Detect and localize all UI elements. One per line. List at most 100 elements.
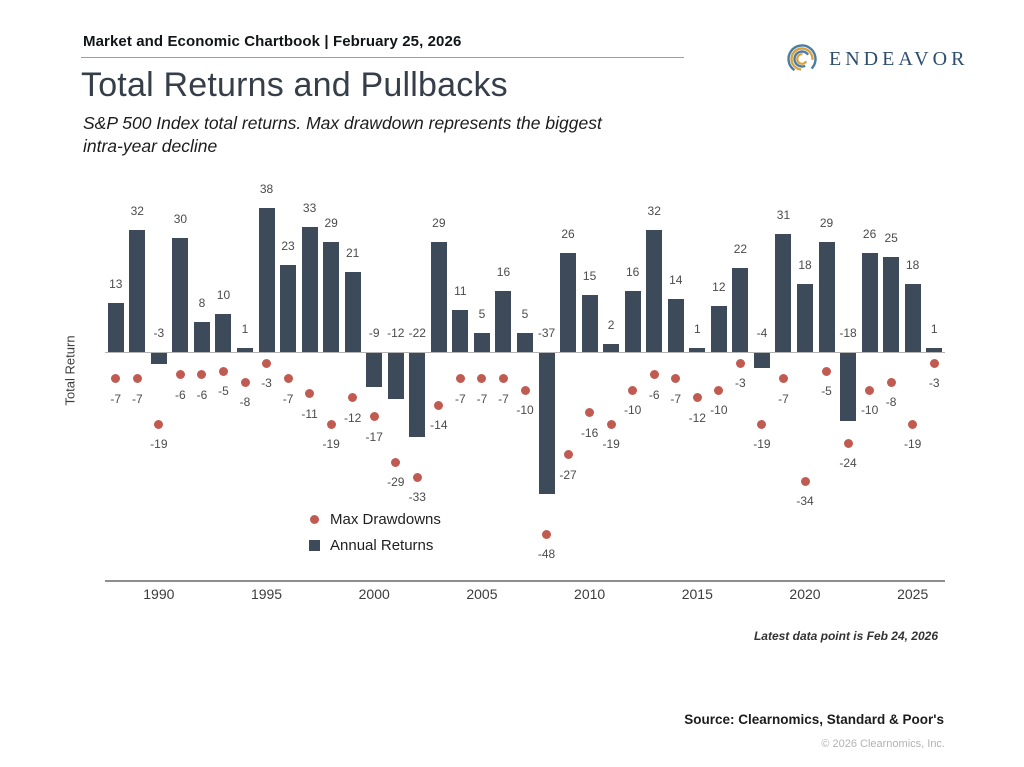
max-drawdown-point [628,385,638,395]
drawdown-value-label: -3 [735,376,746,391]
max-drawdown-point [197,370,207,380]
max-drawdown-point [154,419,164,429]
max-drawdown-point [412,472,422,482]
annual-return-bar [237,348,253,352]
drawdown-value-label: -7 [498,391,509,406]
annual-return-bar [366,353,383,388]
bar-value-label: -12 [387,326,405,340]
max-drawdown-point [434,400,444,410]
annual-return-bar [452,310,469,352]
annual-return-bar [301,226,318,352]
max-drawdown-point [477,374,487,384]
bar-value-label: 16 [626,265,640,280]
bar-value-label: 10 [216,288,231,302]
drawdown-value-label: -12 [688,410,706,425]
max-drawdown-point [908,419,918,429]
max-drawdown-point [822,366,832,376]
drawdown-value-label: -8 [885,395,897,410]
annual-return-bar [667,298,684,352]
annual-return-bar [775,234,792,352]
chartbook-header: Market and Economic Chartbook | February… [83,33,462,50]
drawdown-value-label: -7 [110,391,122,406]
annual-return-bar [473,333,490,352]
annual-return-bar [150,353,167,365]
annual-return-bar [344,272,361,352]
max-drawdown-point [843,438,853,448]
max-drawdown-point [283,374,293,384]
max-drawdown-point [585,408,595,418]
bar-value-label: -37 [537,326,556,340]
bar-value-label: 33 [302,200,317,215]
drawdown-value-label: -5 [218,384,229,398]
x-axis-tick-label: 1990 [143,586,175,602]
drawdown-value-label: -24 [839,456,857,471]
annual-return-bar [861,253,878,352]
max-drawdown-point [671,374,681,384]
max-drawdown-point [714,385,724,395]
drawdown-value-label: -7 [476,391,488,406]
drawdown-value-label: -12 [344,410,362,425]
annual-return-bar [215,314,232,352]
bar-value-label: 12 [712,280,726,295]
bar-value-label: 32 [130,204,144,219]
bar-value-label: 15 [582,269,597,283]
annual-return-bar [710,306,727,352]
bar-value-label: -22 [408,326,426,340]
bar-value-label: 29 [432,215,446,230]
max-drawdown-point [778,374,788,384]
bar-value-label: 26 [561,227,575,242]
max-drawdown-point [498,374,508,384]
annual-return-bar [624,291,641,352]
drawdown-value-label: -3 [928,376,940,391]
max-drawdown-point [369,412,379,422]
x-axis-tick-label: 2020 [789,586,821,602]
annual-return-bar [646,230,663,352]
source-note: Source: Clearnomics, Standard & Poor's [684,712,944,727]
annual-return-bar [797,283,813,352]
x-axis-tick-label: 2010 [574,586,606,602]
bar-value-label: 11 [454,284,467,299]
annual-return-bar [904,283,921,352]
annual-return-bar [517,333,533,352]
page-subtitle: S&P 500 Index total returns. Max drawdow… [83,113,602,157]
drawdown-value-label: -7 [455,391,466,406]
x-axis-tick-label: 2005 [466,586,498,602]
endeavor-logo: ENDEAVOR [784,41,968,77]
legend-item-annual-returns: Annual Returns [308,535,441,556]
annual-return-bar [603,344,620,352]
max-drawdown-point [542,529,552,539]
annual-return-bar [107,302,124,352]
drawdown-value-label: -17 [365,429,383,444]
bar-value-label: 26 [862,227,877,242]
bar-value-label: 18 [798,257,812,272]
bar-value-label: 21 [346,246,360,261]
drawdown-value-label: -10 [516,403,534,417]
annual-return-bar [560,253,577,352]
x-axis-tick-label: 2015 [681,586,713,602]
drawdown-value-label: -7 [131,391,143,406]
drawdown-value-label: -7 [670,391,682,406]
annual-return-bar [495,291,512,352]
annual-return-bar [818,241,835,352]
max-drawdown-point [132,374,142,384]
bar-value-label: 16 [496,265,511,280]
max-drawdown-point [240,377,250,387]
legend-label-annual-returns: Annual Returns [330,537,434,554]
annual-return-bar [753,353,770,369]
max-drawdown-point [262,358,272,368]
drawdown-value-label: -8 [239,395,251,410]
x-axis-tick-label: 2025 [897,586,929,602]
drawdown-value-label: -27 [559,467,577,482]
bar-value-label: 13 [109,276,123,291]
y-axis-label: Total Return [62,335,78,406]
latest-data-note: Latest data point is Feb 24, 2026 [753,629,938,643]
bar-value-label: 1 [241,322,249,337]
bar-value-label: 29 [324,215,338,230]
annual-return-bar [732,268,749,352]
bar-value-label: 25 [884,231,898,245]
drawdown-dot-marker [309,515,319,524]
max-drawdown-point [757,419,767,429]
max-drawdown-point [326,419,336,429]
annual-return-bar [689,348,706,352]
